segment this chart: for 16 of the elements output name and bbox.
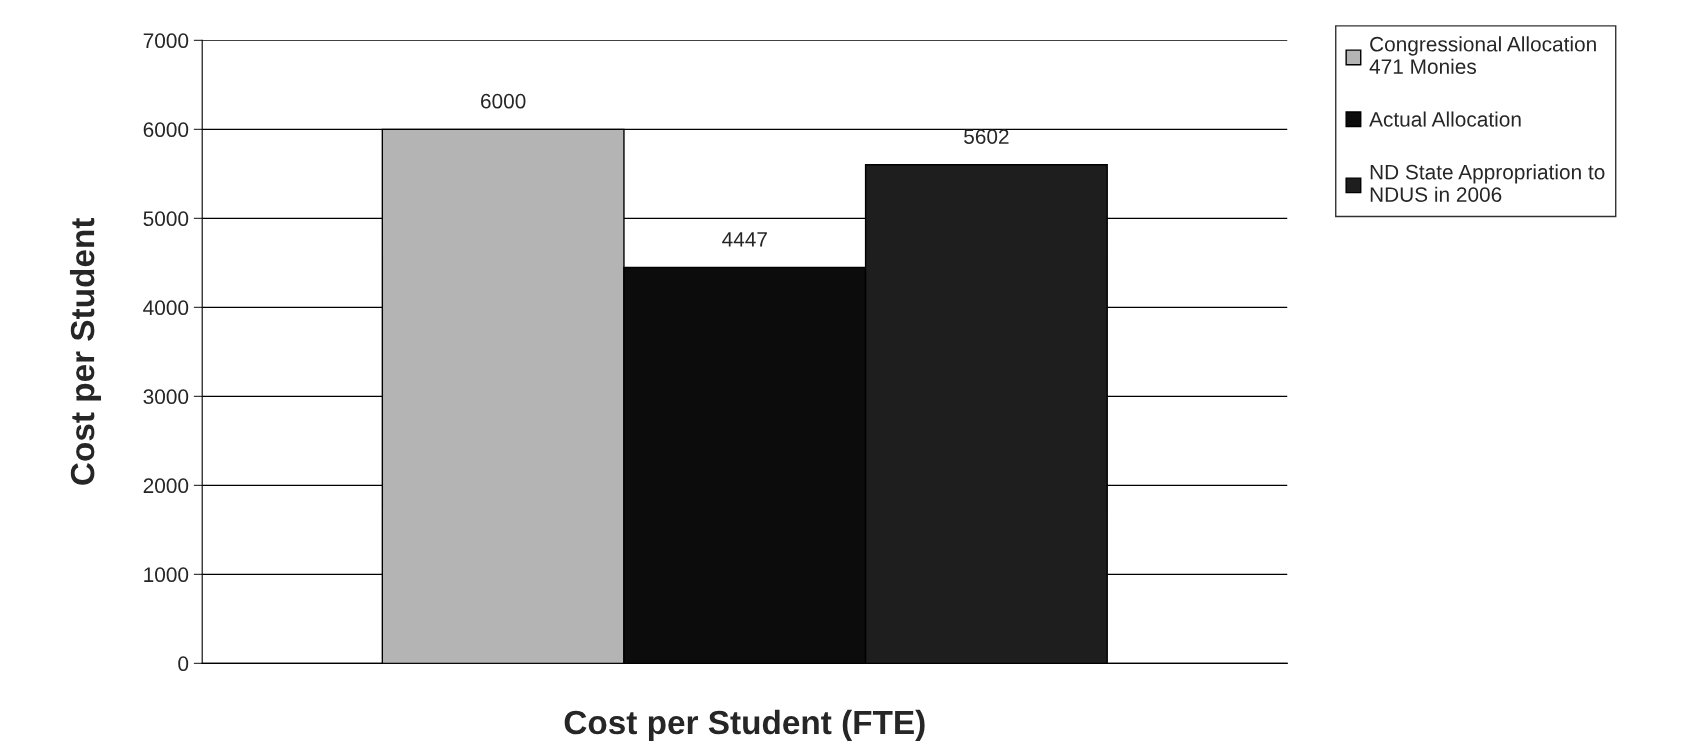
y-tick-label: 0 xyxy=(178,656,189,672)
y-tick-label: 3000 xyxy=(143,389,189,405)
y-tick-label: 7000 xyxy=(143,33,189,49)
legend-label: Actual Allocation xyxy=(1369,111,1521,127)
y-axis-title: Cost per Student xyxy=(69,217,101,485)
y-tick-label: 6000 xyxy=(143,122,189,138)
y-tick-label: 1000 xyxy=(144,567,189,583)
data-label: 5602 xyxy=(964,129,1009,144)
y-tick-label: 2000 xyxy=(143,478,189,494)
x-axis-title: Cost per Student (FTE) xyxy=(564,709,925,741)
y-tick-label: 4000 xyxy=(143,300,189,316)
y-tick-label: 5000 xyxy=(143,211,189,227)
legend-label: Congressional Allocation 471 Monies xyxy=(1369,36,1596,74)
data-label: 6000 xyxy=(481,93,526,109)
data-label: 4447 xyxy=(722,232,767,247)
legend-label: ND State Appropriation to NDUS in 2006 xyxy=(1370,164,1605,202)
